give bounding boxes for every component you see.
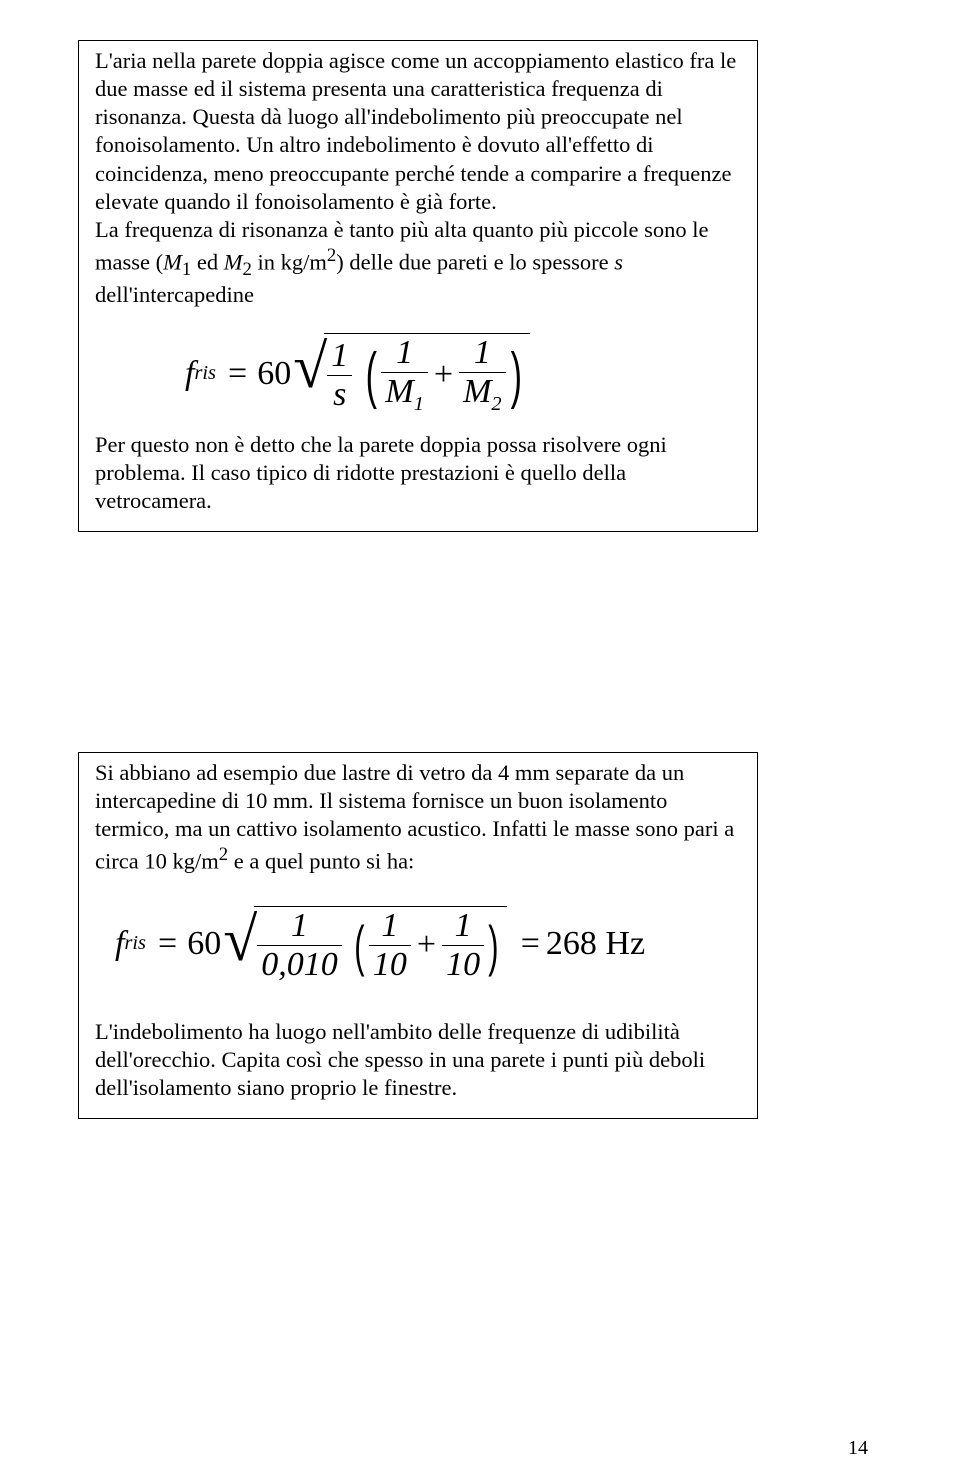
paren-left-icon: (	[354, 926, 364, 965]
plus: +	[411, 924, 442, 967]
text: Si abbiano ad esempio due lastre di vetr…	[95, 760, 734, 874]
text: dell'intercapedine	[95, 282, 254, 307]
paren-right-icon: )	[488, 926, 498, 965]
plus: +	[428, 354, 459, 397]
frac-1-over-M2: 1 M2	[459, 336, 506, 414]
sub-ris: ris	[194, 361, 216, 387]
sub: 1	[414, 393, 424, 415]
frac-1-over-10b: 1 10	[442, 909, 484, 982]
radical-icon: √	[223, 914, 257, 967]
var-f: f	[185, 353, 194, 396]
formula-resonance: f ris = 60 √ 1 s ( 1	[185, 333, 741, 414]
var-M2: M	[224, 249, 243, 274]
equals: =	[152, 923, 183, 966]
text: in kg/m	[252, 249, 327, 274]
var-f: f	[115, 923, 124, 966]
equals: =	[515, 923, 546, 966]
num: 1	[459, 336, 506, 373]
var-M1: M	[163, 249, 182, 274]
var-M: M	[385, 373, 413, 410]
paragraph: L'indebolimento ha luogo nell'ambito del…	[95, 1018, 741, 1102]
den: 10	[369, 946, 411, 982]
paren-right-icon: )	[510, 354, 521, 397]
sub: 1	[182, 259, 191, 280]
num: 1	[257, 909, 342, 946]
paren-left-icon: (	[365, 354, 376, 397]
den: M2	[459, 373, 506, 414]
coef: 60	[257, 353, 291, 396]
den: s	[327, 376, 352, 412]
den: M1	[381, 373, 428, 414]
frac-1-over-10a: 1 10	[369, 909, 411, 982]
result: 268 Hz	[546, 923, 645, 966]
page: L'aria nella parete doppia agisce come u…	[0, 0, 960, 1478]
sup: 2	[219, 844, 228, 865]
var-s: s	[614, 249, 623, 274]
text-box-2: Si abbiano ad esempio due lastre di vetr…	[78, 752, 758, 1119]
num: 1	[369, 909, 411, 946]
den: 10	[442, 946, 484, 982]
paren-group: ( 1 M1 + 1 M2 )	[361, 336, 527, 414]
formula-numeric: f ris = 60 √ 1 0,010 ( 1	[115, 906, 741, 982]
equals: =	[222, 353, 253, 396]
sub-ris: ris	[124, 931, 146, 957]
page-number: 14	[848, 1437, 868, 1460]
num: 1	[442, 909, 484, 946]
text: ) delle due pareti e lo spessore	[336, 249, 614, 274]
text-box-1: L'aria nella parete doppia agisce come u…	[78, 40, 758, 532]
paragraph: Per questo non è detto che la parete dop…	[95, 431, 741, 515]
var-M: M	[463, 373, 491, 410]
paragraph: L'aria nella parete doppia agisce come u…	[95, 47, 741, 216]
num: 1	[381, 336, 428, 373]
frac-1-over-0010: 1 0,010	[257, 909, 342, 982]
den: 0,010	[257, 946, 342, 982]
text: ed	[191, 249, 224, 274]
sqrt: √ 1 s ( 1 M1 +	[293, 333, 530, 414]
frac-1-over-M1: 1 M1	[381, 336, 428, 414]
sup: 2	[327, 245, 336, 266]
coef: 60	[187, 923, 221, 966]
paren-group: ( 1 10 + 1 10 )	[350, 909, 503, 982]
sub: 2	[242, 259, 251, 280]
radical-icon: √	[293, 341, 327, 394]
text: e a quel punto si ha:	[228, 849, 414, 874]
frac-1-over-s: 1 s	[327, 339, 352, 412]
paragraph: La frequenza di risonanza è tanto più al…	[95, 216, 741, 310]
sqrt: √ 1 0,010 ( 1 10 +	[223, 906, 507, 982]
num: 1	[327, 339, 352, 376]
sub: 2	[491, 393, 501, 415]
paragraph: Si abbiano ad esempio due lastre di vetr…	[95, 759, 741, 876]
